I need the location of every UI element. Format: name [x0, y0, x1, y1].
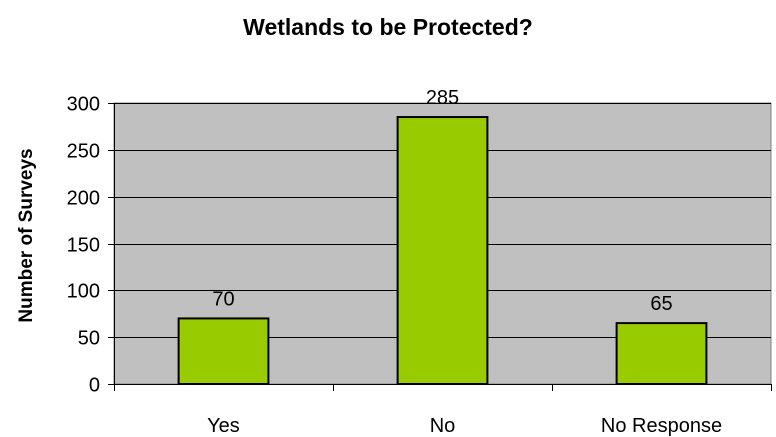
bars: 70 285 65: [177, 87, 708, 386]
bar: [177, 317, 270, 385]
data-label: 70: [212, 288, 234, 310]
y-tick-label: 300: [67, 94, 100, 116]
y-tick-label: 100: [67, 281, 100, 303]
y-axis-title: Number of Surveys: [16, 148, 37, 322]
y-tick-label: 50: [78, 328, 100, 350]
x-tick-label: No: [430, 415, 456, 437]
y-tick-label: 200: [67, 188, 100, 210]
chart-title: Wetlands to be Protected?: [243, 14, 533, 40]
bar: [396, 116, 489, 386]
data-label: 285: [426, 87, 459, 109]
x-tick-label: No Response: [601, 415, 722, 437]
bar: [615, 322, 708, 386]
y-tick-label: 150: [67, 235, 100, 257]
y-axis: 0 50 100 150 200 250 300: [67, 94, 115, 397]
x-tick-label: Yes: [207, 415, 240, 437]
y-tick-label: 250: [67, 141, 100, 163]
data-label: 65: [650, 293, 672, 315]
y-tick-label: 0: [89, 375, 100, 397]
x-axis: Yes No No Response: [114, 384, 772, 437]
